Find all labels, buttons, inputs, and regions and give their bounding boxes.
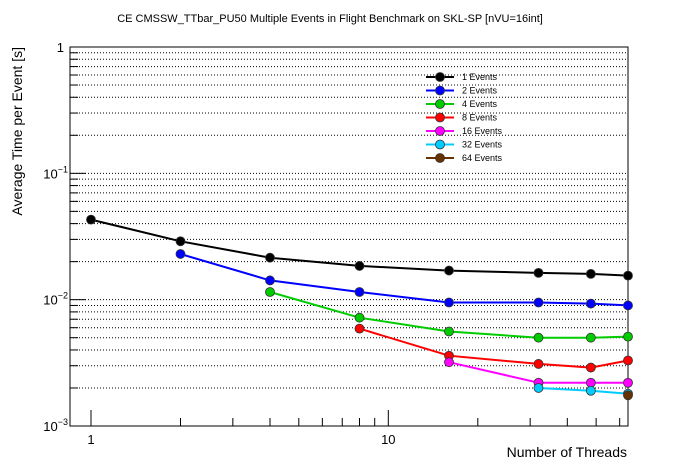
series-3 [265,287,633,343]
chart-title: CE CMSSW_TTbar_PU50 Multiple Events in F… [117,13,543,25]
legend-entry: 8 Events [426,113,498,123]
legend-marker [435,139,445,150]
y-axis-label: Average Time per Event [s] [9,47,25,216]
series-line [448,361,628,384]
series-7 [623,390,633,401]
legend-entry: 32 Events [426,140,503,150]
legend-marker [435,85,445,96]
grid [70,52,628,389]
data-point [623,377,633,388]
data-point [444,265,454,276]
y-tick-label: 10−1 [43,164,68,181]
axes: 1 10−1 10−2 10−3 1 10 [43,40,621,447]
data-point [354,287,365,297]
data-point [623,390,633,401]
data-point [585,385,596,396]
data-point [444,357,454,368]
legend-label: 2 Events [462,86,498,96]
data-point [354,261,365,271]
data-point [444,297,454,308]
data-point [354,312,365,323]
legend-marker [435,112,445,123]
y-tick-label: 1 [57,40,64,55]
series-line [538,387,629,395]
data-point [86,214,96,225]
legend-label: 1 Events [462,72,498,82]
legend-entry: 4 Events [426,99,498,109]
legend-marker [435,72,445,82]
y-tick-label: 10−3 [43,417,68,434]
data-point [623,355,633,366]
data-point [533,359,544,369]
series-2 [175,249,633,311]
series-line [90,218,629,277]
legend-label: 16 Events [462,126,503,136]
series-6 [533,383,633,399]
legend-label: 64 Events [462,153,503,163]
data-point [175,249,186,259]
data-point [623,270,633,281]
legend-marker [435,99,445,109]
data-point [533,332,544,343]
x-axis-label: Number of Threads [507,444,627,460]
legend-entry: 64 Events [426,153,503,163]
legend: 1 Events 2 Events 4 Events 8 Events 16 Event… [426,72,503,163]
data-point [533,267,544,278]
data-point [585,268,596,279]
plot-frame [69,46,629,427]
series-group [86,214,633,401]
data-point [585,332,596,343]
data-point [623,331,633,342]
x-tick-label: 1 [87,432,94,447]
data-point [354,323,365,334]
data-point [533,297,544,308]
legend-marker [435,126,445,136]
legend-label: 4 Events [462,99,498,109]
data-point [265,275,275,286]
data-point [265,252,275,263]
data-point [585,298,596,309]
series-4 [354,323,633,373]
legend-entry: 16 Events [426,126,503,136]
data-point [533,383,544,393]
data-point [444,326,454,337]
legend-label: 8 Events [462,113,498,123]
x-tick-label: 10 [381,432,395,447]
legend-marker [435,153,445,163]
data-point [265,287,275,297]
data-point [623,300,633,311]
data-point [585,362,596,373]
series-1 [86,214,633,281]
series-5 [444,357,633,388]
series-line [269,291,629,339]
data-point [175,236,186,247]
legend-label: 32 Events [462,140,503,150]
legend-entry: 2 Events [426,86,498,96]
y-tick-label: 10−2 [43,291,68,308]
legend-entry: 1 Events [426,72,498,82]
